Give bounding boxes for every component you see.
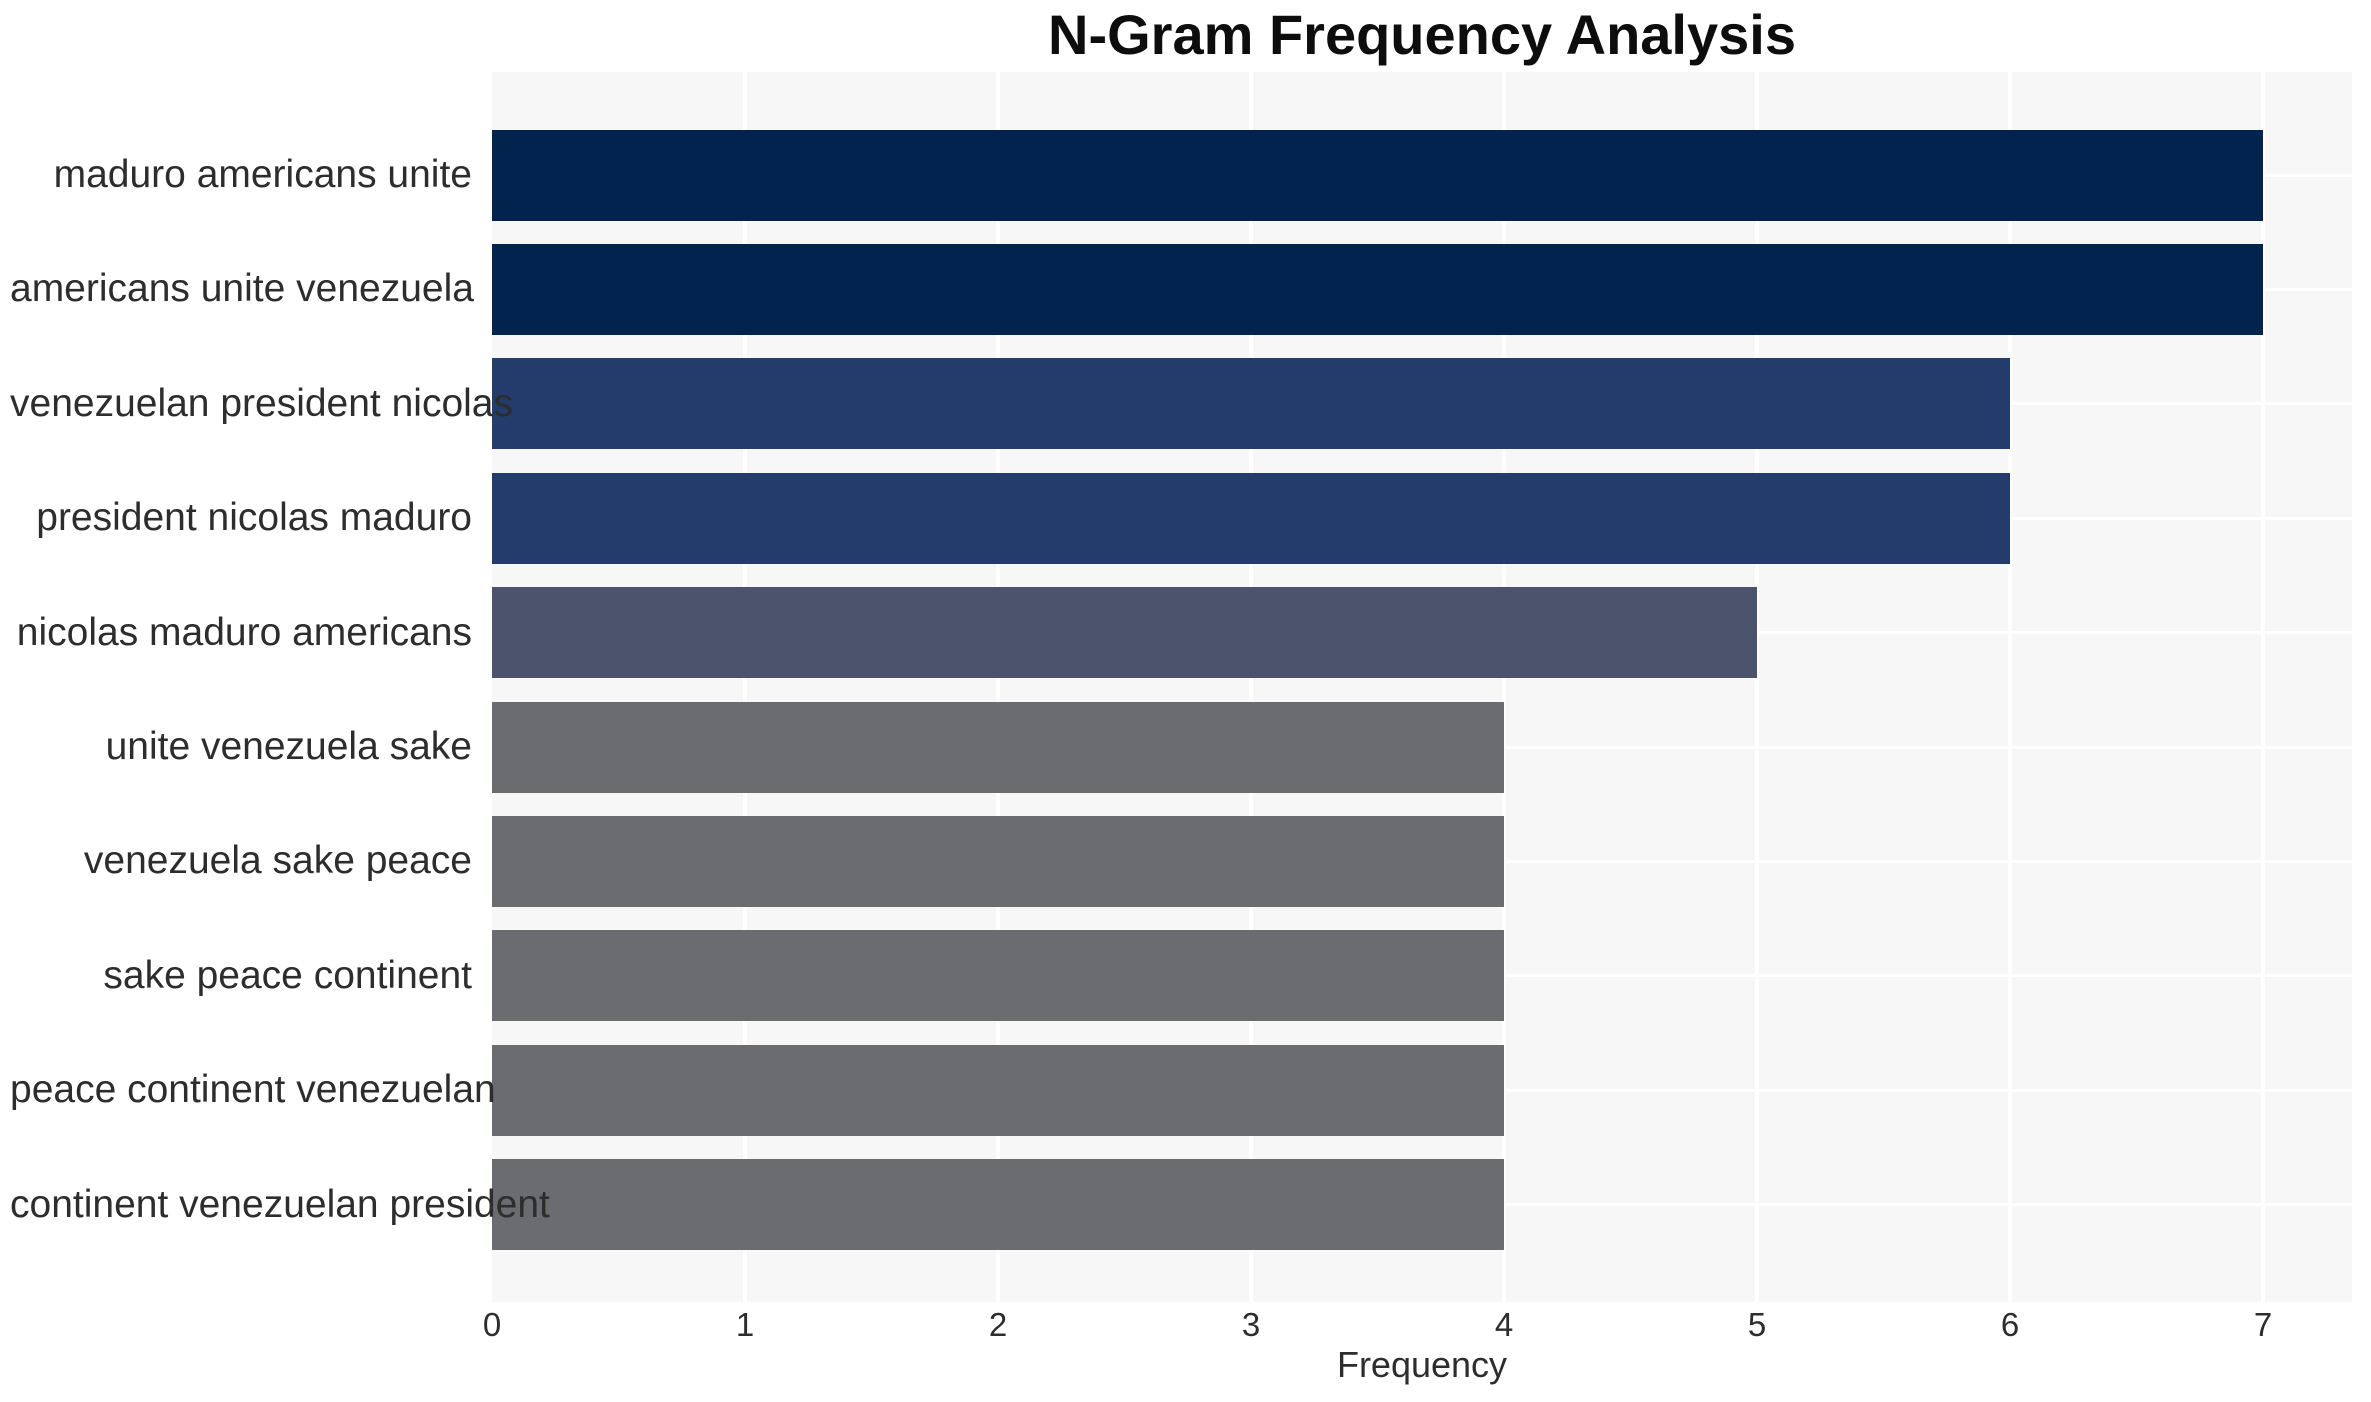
gridline-x-6 (2008, 72, 2012, 1302)
bar-6 (492, 816, 1504, 907)
x-tick-label-4: 4 (1494, 1306, 1514, 1343)
plot-area (492, 72, 2352, 1302)
bar-2 (492, 358, 2010, 449)
gridline-x-1 (743, 72, 747, 1302)
bar-4 (492, 587, 1757, 678)
bar-5 (492, 702, 1504, 793)
category-label-2: venezuelan president nicolas (10, 382, 514, 425)
bar-9 (492, 1159, 1504, 1250)
x-tick-label-5: 5 (1747, 1306, 1767, 1343)
bar-0 (492, 130, 2263, 221)
category-label-5: unite venezuela sake (105, 725, 472, 768)
category-label-9: continent venezuelan president (10, 1183, 550, 1226)
gridline-x-4 (1502, 72, 1506, 1302)
category-label-6: venezuela sake peace (83, 839, 472, 882)
category-label-0: maduro americans unite (53, 153, 472, 196)
category-label-4: nicolas maduro americans (16, 611, 472, 654)
bar-1 (492, 244, 2263, 335)
gridline-x-5 (1755, 72, 1759, 1302)
category-label-1: americans unite venezuela (10, 267, 474, 310)
category-label-3: president nicolas maduro (36, 496, 472, 539)
x-tick-label-2: 2 (988, 1306, 1008, 1343)
bar-7 (492, 930, 1504, 1021)
x-tick-label-0: 0 (482, 1306, 502, 1343)
gridline-x-2 (996, 72, 1000, 1302)
category-label-7: sake peace continent (103, 954, 472, 997)
x-tick-label-6: 6 (2000, 1306, 2020, 1343)
x-tick-label-1: 1 (735, 1306, 755, 1343)
bar-3 (492, 473, 2010, 564)
x-axis-title: Frequency (1336, 1344, 1508, 1385)
bar-8 (492, 1045, 1504, 1136)
gridline-x-3 (1249, 72, 1253, 1302)
gridline-x-7 (2261, 72, 2265, 1302)
category-label-8: peace continent venezuelan (10, 1068, 496, 1111)
x-tick-label-3: 3 (1241, 1306, 1261, 1343)
chart-title: N-Gram Frequency Analysis (1048, 3, 1796, 66)
x-tick-label-7: 7 (2253, 1306, 2273, 1343)
